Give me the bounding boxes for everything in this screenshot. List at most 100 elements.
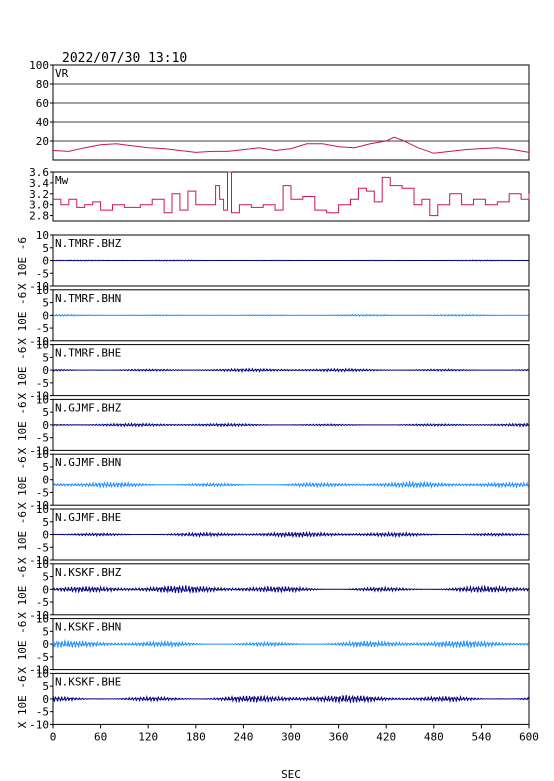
x-axis-label: SEC [281,768,301,781]
vr-series-line [52,136,530,154]
waveform-label: N.GJMF.BHZ [55,401,122,414]
waveform-tick-label: -10 [29,280,49,293]
waveform-trace [52,421,529,428]
waveform-tick-label: -5 [36,322,49,335]
waveform-tick-label: -5 [36,432,49,445]
waveform-tick-label: 10 [36,284,49,297]
waveform-tick-label: 0 [42,638,49,651]
waveform-y-label: X 10E -6 [16,401,29,454]
waveform-label: N.TMRF.BHE [55,347,121,360]
waveform-trace [52,530,529,539]
waveform-tick-label: 5 [42,461,49,474]
waveform-tick-label: 5 [42,571,49,584]
waveform-tick-label: 10 [36,339,49,352]
waveform-label: N.TMRF.BHZ [55,237,122,250]
x-tick-label: 420 [376,730,396,743]
vr-tick-label: 20 [36,135,49,148]
waveform-tick-label: -10 [29,664,49,677]
x-tick-label: 60 [94,730,107,743]
waveform-y-label: X 10E -6 [16,237,29,290]
waveform-tick-label: 0 [42,529,49,542]
waveform-tick-label: -5 [36,706,49,719]
waveform-tick-label: -10 [29,444,49,457]
waveform-tick-label: 5 [42,242,49,255]
mw-tick-label: 3.4 [29,177,49,190]
waveform-tick-label: -5 [36,377,49,390]
waveform-tick-label: 0 [42,583,49,596]
vr-tick-label: 40 [36,116,49,129]
mw-tick-label: 3.6 [29,166,49,179]
waveform-label: N.TMRF.BHN [55,292,121,305]
waveform-tick-label: -10 [29,499,49,512]
x-tick-label: 360 [329,730,349,743]
vr-panel-frame [52,64,530,161]
waveform-y-label: X 10E -6 [16,456,29,509]
x-tick-label: 300 [281,730,301,743]
waveform-trace [52,638,529,649]
waveform-tick-label: 10 [36,229,49,242]
datetime-label: 2022/07/30 13:10 [62,51,187,66]
x-tick-label: 180 [186,730,206,743]
waveform-tick-label: -5 [36,267,49,280]
mw-tick-label: 3.0 [29,199,49,212]
waveform-tick-label: 0 [42,309,49,322]
waveform-tick-label: 0 [42,474,49,487]
waveform-label: N.GJMF.BHN [55,456,121,469]
waveform-trace [52,694,529,705]
waveform-tick-label: 10 [36,667,49,680]
waveform-tick-label: 5 [42,516,49,529]
x-tick-label: 600 [519,730,539,743]
waveform-tick-label: -5 [36,541,49,554]
waveform-y-label: X 10E -6 [16,566,29,619]
vr-panel-label: VR [55,67,69,80]
waveform-trace [52,259,529,262]
waveform-tick-label: 5 [42,297,49,310]
waveform-tick-label: -10 [29,335,49,348]
waveform-tick-label: -5 [36,651,49,664]
x-tick-label: 120 [138,730,158,743]
waveform-label: N.GJMF.BHE [55,511,121,524]
waveform-tick-label: 5 [42,625,49,638]
waveform-label: N.KSKF.BHE [55,675,121,688]
waveform-trace [52,480,529,490]
waveform-tick-label: 0 [42,364,49,377]
waveform-y-label: X 10E -6 [16,621,29,674]
waveform-tick-label: 0 [42,693,49,706]
waveform-y-label: X 10E -6 [16,292,29,345]
mw-series-line [53,171,530,217]
waveform-y-label: X 10E -6 [16,675,29,728]
waveform-tick-label: 10 [36,448,49,461]
waveform-trace [52,584,529,594]
mw-panel-label: Mw [55,174,69,187]
waveform-tick-label: -5 [36,596,49,609]
waveform-trace [52,367,529,374]
waveform-tick-label: 10 [36,503,49,516]
waveform-tick-label: 5 [42,351,49,364]
waveform-tick-label: -10 [29,609,49,622]
waveform-y-label: X 10E -6 [16,511,29,564]
waveform-tick-label: -10 [29,390,49,403]
waveform-tick-label: 10 [36,558,49,571]
waveform-tick-label: 10 [36,613,49,626]
panels: 20406080100VR2.83.03.23.43.6Mw-10-50510N… [16,59,539,743]
vr-tick-label: 100 [29,59,49,72]
waveform-y-label: X 10E -6 [16,347,29,400]
vr-tick-label: 60 [36,97,49,110]
waveform-tick-label: -10 [29,554,49,567]
waveform-tick-label: 0 [42,419,49,432]
waveform-label: N.KSKF.BHN [55,621,121,634]
waveform-trace [53,313,529,317]
waveform-tick-label: -10 [29,718,49,731]
waveform-tick-label: 5 [42,406,49,419]
mw-tick-label: 2.8 [29,210,49,223]
waveform-label: N.KSKF.BHZ [55,566,122,579]
